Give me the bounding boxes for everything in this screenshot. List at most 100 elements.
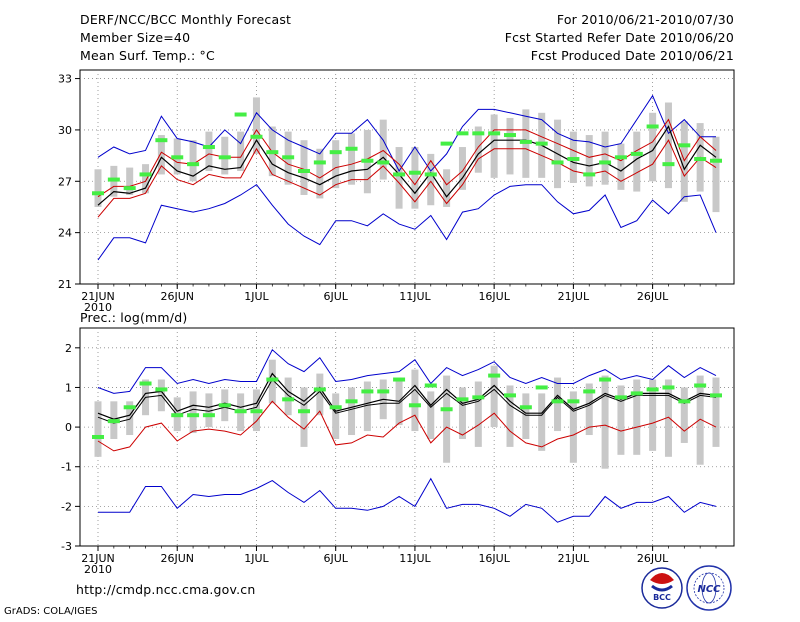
x-tick-label: 1JUL — [244, 290, 269, 303]
observation-marker — [313, 160, 326, 165]
precipitation-panel: 21JUN 26JUN 1JUL 6JUL 11JUL 16JUL 21JUL 26JUL20… — [61, 327, 735, 576]
observation-marker — [678, 399, 691, 404]
refer-date: Fcst Started Refer Date 2010/06/20 — [505, 30, 734, 45]
plot-frame — [79, 327, 735, 547]
spread-bar — [316, 148, 324, 199]
observation-marker — [630, 391, 643, 396]
member-size-label: Member Size=40 — [80, 30, 190, 45]
series-line-ensemble_mean — [97, 372, 717, 420]
ncc-logo: NCC — [686, 565, 732, 611]
observation-marker — [218, 403, 231, 408]
observation-marker — [171, 413, 184, 418]
spread-bar — [411, 147, 419, 209]
spread-bar — [696, 375, 704, 465]
spread-bar — [189, 140, 197, 182]
y-tick-label: 33 — [58, 73, 72, 86]
spread-bar — [332, 393, 340, 439]
observation-marker — [92, 191, 104, 196]
temperature-panel: 21JUN 26JUN 1JUL 6JUL 11JUL 16JUL 21JUL 26JUL 20… — [58, 69, 735, 314]
bcc-logo: BCC — [641, 567, 683, 609]
spread-bar — [617, 385, 625, 455]
spread-bar — [490, 365, 498, 428]
observation-marker — [408, 403, 421, 408]
plot-frame — [79, 69, 735, 285]
observation-marker — [298, 169, 310, 174]
spread-bar — [348, 133, 356, 185]
observation-marker — [282, 155, 295, 160]
observation-marker — [107, 419, 120, 424]
observation-marker — [440, 407, 453, 412]
produced-date: Fcst Produced Date 2010/06/21 — [531, 48, 734, 63]
x-tick-label: 21JUN — [81, 290, 115, 303]
year-label: 2010 — [84, 301, 112, 314]
y-tick-label: 21 — [58, 278, 72, 291]
observation-marker — [250, 134, 263, 139]
spread-bar — [649, 379, 657, 451]
observation-marker — [472, 395, 485, 400]
observation-marker — [646, 387, 659, 392]
spread-bar — [664, 102, 672, 189]
x-tick-label: 1JUL — [244, 552, 269, 565]
observation-marker — [456, 397, 469, 402]
observation-marker — [282, 397, 295, 402]
spread-bar — [522, 393, 530, 439]
observation-marker — [361, 389, 374, 394]
observation-marker — [393, 377, 406, 382]
observation-marker — [155, 138, 168, 143]
spread-bar — [300, 387, 308, 447]
observation-marker — [234, 112, 247, 117]
y-tick-label: 30 — [58, 124, 72, 137]
spread-bar — [332, 140, 340, 189]
observation-marker — [187, 162, 200, 167]
observation-marker — [250, 409, 263, 414]
spread-bar — [411, 369, 419, 432]
series-line-min — [98, 477, 717, 523]
observation-marker — [567, 157, 580, 162]
observation-marker — [678, 143, 691, 148]
observation-marker — [329, 150, 342, 155]
spread-bar — [585, 135, 593, 187]
spread-bar — [712, 136, 720, 213]
observation-marker — [123, 405, 136, 410]
x-tick-label: 26JUL — [637, 552, 669, 565]
spread-bar — [443, 375, 451, 463]
spread-bar — [126, 401, 134, 436]
spread-bar — [94, 401, 102, 457]
x-tick-label: 26JUL — [637, 290, 669, 303]
series-line-ensemble_mean — [97, 125, 717, 206]
footer-url: http://cmdp.ncc.cma.gov.cn — [76, 582, 256, 597]
observation-marker — [440, 141, 453, 146]
figure-title: DERF/NCC/BCC Monthly Forecast — [80, 12, 291, 27]
spread-bar — [538, 393, 546, 451]
year-label: 2010 — [84, 563, 112, 576]
observation-marker — [504, 393, 516, 398]
observation-marker — [519, 139, 532, 144]
observation-marker — [155, 387, 168, 392]
observation-marker — [694, 157, 707, 162]
ncc-logo-meridian-icon — [701, 572, 717, 604]
observation-marker — [424, 383, 437, 388]
x-tick-label: 6JUL — [323, 290, 348, 303]
spread-bar — [506, 117, 514, 175]
x-tick-label: 21JUL — [558, 290, 590, 303]
spread-bar — [664, 379, 672, 457]
grads-credit: GrADS: COLA/IGES — [4, 606, 98, 617]
observation-marker — [202, 413, 215, 418]
bcc-logo-wave-icon — [651, 584, 673, 592]
observation-marker — [298, 409, 310, 414]
observation-marker — [139, 381, 152, 386]
observation-marker — [519, 405, 532, 410]
spread-bar — [363, 381, 371, 432]
observation-marker — [393, 172, 406, 177]
spread-bar — [554, 377, 562, 432]
y-tick-label: 0 — [65, 421, 72, 434]
observation-marker — [662, 162, 675, 167]
observation-marker — [377, 160, 390, 165]
y-tick-label: 27 — [58, 175, 72, 188]
y-tick-label: -1 — [61, 461, 72, 474]
observation-marker — [345, 146, 358, 151]
bcc-logo-text: BCC — [653, 593, 671, 602]
observation-marker — [694, 383, 707, 388]
series-line-mean_minus — [97, 139, 717, 218]
